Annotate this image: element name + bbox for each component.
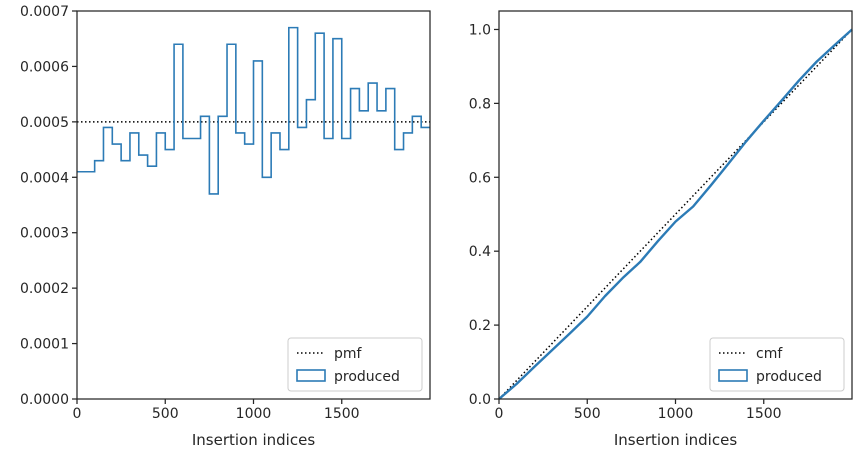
y-tick-label: 0.2	[469, 318, 491, 334]
y-tick-label: 0.0	[469, 392, 491, 408]
legend-box	[287, 337, 423, 392]
y-tick-label: 0.0001	[20, 337, 69, 353]
histogram-panel: 0 500 1000 1500 0.0000 0.0001 0.0002 0.0003 0.00…	[20, 4, 431, 449]
y-tick-label: 0.8	[469, 96, 491, 112]
y-tick-label: 0.0002	[20, 281, 69, 297]
x-tick-label: 500	[152, 406, 179, 422]
cumulative-panel: 0 500 1000 1500 0.0 0.2 0.4 0.6 0.8 1.0 Insertion …	[469, 10, 853, 449]
y-tick-label: 0.0007	[20, 4, 69, 20]
legend-label-produced: produced	[756, 369, 822, 385]
y-tick-label: 0.0000	[20, 392, 69, 408]
x-tick-label: 500	[574, 406, 601, 422]
legend-label-cmf: cmf	[756, 346, 783, 362]
y-tick-label: 0.4	[469, 244, 491, 260]
y-tick-label: 0.0004	[20, 170, 69, 186]
legend-label-produced: produced	[334, 369, 400, 385]
legend: pmf produced	[287, 337, 423, 392]
legend-label-pmf: pmf	[334, 346, 363, 362]
x-tick-label: 0	[495, 406, 504, 422]
y-tick-label: 0.0003	[20, 226, 69, 242]
legend-swatch-produced	[718, 369, 748, 382]
x-tick-label: 1000	[658, 406, 694, 422]
produced-histogram-step	[77, 26, 430, 195]
x-tick-label: 0	[73, 406, 82, 422]
x-tick-label: 1500	[324, 406, 360, 422]
produced-cumulative-line	[498, 28, 853, 400]
legend-box	[709, 337, 845, 392]
x-tick-label: 1500	[746, 406, 782, 422]
y-tick-label: 1.0	[469, 22, 491, 38]
x-axis-label: Insertion indices	[614, 431, 737, 449]
x-tick-label: 1000	[236, 406, 272, 422]
y-tick-label: 0.6	[469, 170, 491, 186]
x-axis-label: Insertion indices	[192, 431, 315, 449]
legend-swatch-produced	[296, 369, 326, 382]
legend: cmf produced	[709, 337, 845, 392]
y-tick-label: 0.0005	[20, 115, 69, 131]
cmf-reference-line	[498, 28, 853, 400]
y-tick-label: 0.0006	[20, 59, 69, 75]
